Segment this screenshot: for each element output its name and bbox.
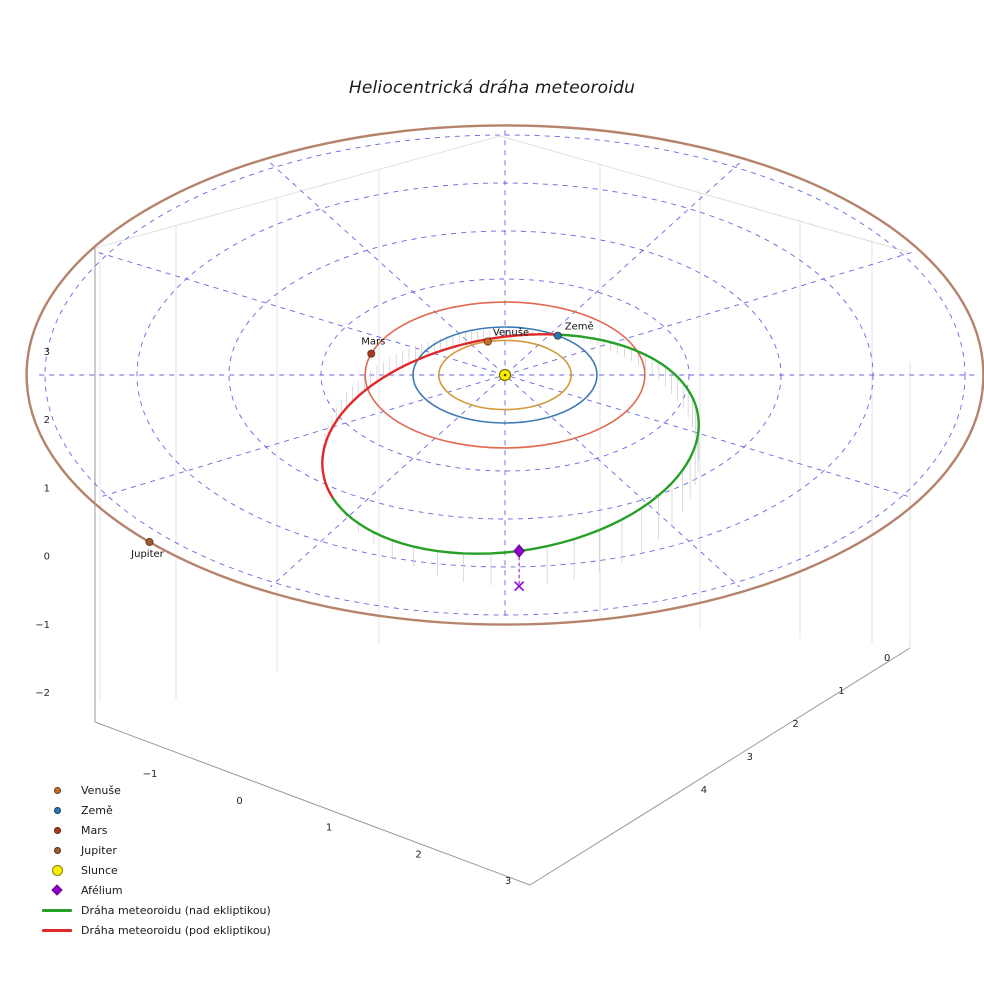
axes-box-edge xyxy=(94,721,531,886)
x-axis-tick-label: 0 xyxy=(236,796,242,807)
meteoroid-path-above-ecliptic xyxy=(331,333,701,555)
legend-marker-area xyxy=(38,786,76,794)
sun-marker-center xyxy=(503,373,507,377)
x-axis-tick-label: 1 xyxy=(326,823,332,834)
legend-marker-area xyxy=(38,928,76,932)
legend-marker-area xyxy=(38,908,76,912)
x-axis-tick-label: 3 xyxy=(505,876,511,887)
legend-marker-area xyxy=(38,826,76,834)
legend-label: Jupiter xyxy=(81,843,117,857)
mars-label: Mars xyxy=(361,337,385,348)
z-axis-tick-label: −2 xyxy=(35,688,50,699)
meteoroid-below-legend-marker xyxy=(42,928,72,932)
legend-marker-area xyxy=(38,846,76,854)
jupiter-legend-marker xyxy=(53,846,61,854)
mars-orbit xyxy=(364,301,646,449)
legend-label: Mars xyxy=(81,823,108,837)
jupiter-orbit xyxy=(25,124,984,626)
chart-title: Heliocentrická dráha meteoroidu xyxy=(348,78,636,98)
legend: Venuše Země Mars Jupiter Slunce Afélium Dráha … xyxy=(38,780,271,940)
earth-legend-marker xyxy=(53,806,61,814)
earth-label: Země xyxy=(565,321,594,333)
legend-item-earth: Země xyxy=(38,800,271,820)
mars-legend-marker xyxy=(53,826,61,834)
axes-box-back-edge xyxy=(94,135,501,249)
aphelion-ecliptic-x-marker xyxy=(514,581,525,592)
legend-item-meteoroid-below: Dráha meteoroidu (pod ekliptikou) xyxy=(38,920,271,940)
z-axis-tick-label: 2 xyxy=(44,415,50,426)
y-axis-tick-label: 2 xyxy=(792,719,798,730)
z-axis-tick-label: 3 xyxy=(44,347,50,358)
aphelion-diamond-marker xyxy=(513,544,525,558)
z-axis-tick-label: 0 xyxy=(44,552,50,563)
y-axis-tick-label: 4 xyxy=(701,785,707,796)
legend-label: Slunce xyxy=(81,863,118,877)
legend-label: Dráha meteoroidu (nad ekliptikou) xyxy=(81,903,271,917)
x-axis-tick-label: 2 xyxy=(415,849,421,860)
jupiter-marker xyxy=(145,537,154,547)
legend-label: Dráha meteoroidu (pod ekliptikou) xyxy=(81,923,271,937)
jupiter-label: Jupiter xyxy=(130,549,164,560)
legend-marker-area xyxy=(38,884,76,896)
earth-orbit xyxy=(412,326,598,424)
axes-box-edge xyxy=(529,647,911,886)
venus-legend-marker xyxy=(53,786,61,794)
legend-item-mars: Mars xyxy=(38,820,271,840)
legend-item-meteoroid-above: Dráha meteoroidu (nad ekliptikou) xyxy=(38,900,271,920)
z-axis-tick-label: −1 xyxy=(35,620,50,631)
sun-legend-marker xyxy=(51,864,63,876)
venus-orbit xyxy=(437,339,573,411)
legend-item-aphelion: Afélium xyxy=(38,880,271,900)
venus-label: Venuše xyxy=(493,327,529,339)
meteoroid-above-legend-marker xyxy=(42,908,72,912)
legend-marker-area xyxy=(38,806,76,814)
legend-item-sun: Slunce xyxy=(38,860,271,880)
meteoroid-path-below-ecliptic xyxy=(321,333,563,500)
y-axis-tick-label: 3 xyxy=(747,752,753,763)
legend-label: Venuše xyxy=(81,783,121,797)
y-axis-tick-label: 1 xyxy=(838,686,844,697)
venus-marker xyxy=(483,337,492,346)
legend-label: Afélium xyxy=(81,883,123,897)
aphelion-legend-marker xyxy=(51,884,63,896)
legend-item-jupiter: Jupiter xyxy=(38,840,271,860)
mars-marker xyxy=(367,349,376,358)
z-axis-tick-label: 1 xyxy=(44,483,50,494)
y-axis-tick-label: 0 xyxy=(884,653,890,664)
legend-label: Země xyxy=(81,803,113,817)
earth-marker xyxy=(553,331,562,340)
x-axis-tick-label: −1 xyxy=(143,769,158,780)
legend-item-venus: Venuše xyxy=(38,780,271,800)
axes-box-back-edge xyxy=(499,135,909,253)
legend-marker-area xyxy=(38,864,76,876)
